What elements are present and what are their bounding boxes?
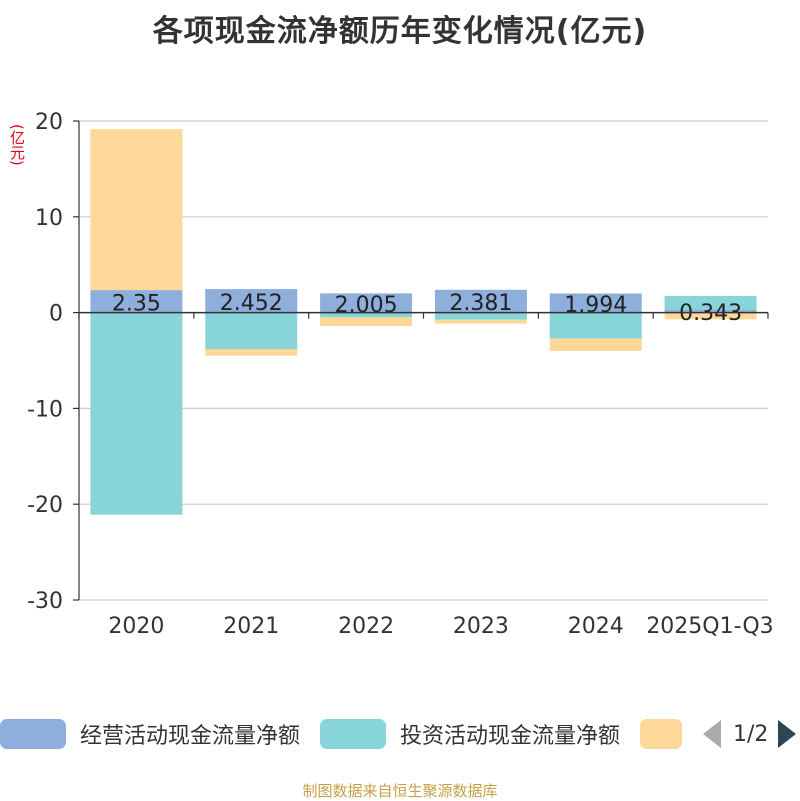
bar-investing-3 (434, 312, 527, 320)
bar-financing-0 (90, 129, 183, 291)
y-tick-label: -10 (27, 397, 63, 422)
legend-prev-icon[interactable] (703, 720, 721, 748)
bar-data-label: 2.452 (220, 291, 283, 316)
bar-financing-4 (549, 338, 642, 351)
bar-operating-3 (434, 289, 527, 313)
bar-financing-2 (320, 317, 413, 327)
bar-financing-1 (205, 349, 298, 356)
legend-swatch-operating (0, 719, 66, 749)
bar-financing-5 (664, 312, 757, 320)
bar-operating-1 (205, 289, 298, 313)
bar-operating-5 (664, 309, 757, 313)
chart-title: 各项现金流净额历年变化情况(亿元) (152, 14, 648, 49)
bar-investing-0 (90, 312, 183, 515)
legend-item-operating[interactable]: 经营活动现金流量净额 (0, 716, 300, 752)
bar-investing-5 (664, 295, 757, 310)
legend-next-icon[interactable] (778, 720, 797, 748)
y-tick-label: -20 (27, 493, 63, 518)
x-category-label: 2020 (108, 614, 164, 639)
x-category-label: 2025Q1-Q3 (646, 614, 773, 639)
y-axis-unit-label: (亿元) (8, 124, 26, 166)
y-tick-label: 10 (35, 206, 63, 231)
data-source-note: 制图数据来自恒生聚源数据库 (302, 782, 498, 800)
legend-swatch-financing (640, 719, 682, 749)
x-category-label: 2022 (338, 614, 394, 639)
bar-operating-2 (320, 293, 413, 313)
legend-swatch-investing (320, 719, 386, 749)
bar-operating-4 (549, 293, 642, 313)
bar-investing-4 (549, 312, 642, 339)
bar-investing-1 (205, 312, 298, 350)
legend: 经营活动现金流量净额 投资活动现金流量净额 (0, 716, 800, 752)
legend-item-investing[interactable]: 投资活动现金流量净额 (320, 716, 620, 752)
legend-item-financing[interactable] (640, 716, 682, 752)
bar-data-label: 0.343 (679, 301, 742, 326)
bar-financing-3 (434, 319, 527, 324)
legend-label-investing: 投资活动现金流量净额 (400, 724, 621, 749)
legend-page-indicator: 1/2 (733, 721, 769, 747)
y-tick-label: 0 (49, 302, 63, 327)
legend-pager: 1/2 (700, 716, 800, 752)
x-category-label: 2024 (568, 614, 624, 639)
y-tick-label: -30 (27, 589, 63, 614)
x-category-label: 2023 (453, 614, 509, 639)
y-tick-label: 20 (35, 110, 63, 135)
legend-label-operating: 经营活动现金流量净额 (80, 724, 301, 749)
x-category-label: 2021 (223, 614, 279, 639)
bar-data-label: 1.994 (564, 293, 627, 318)
bar-data-label: 2.005 (335, 293, 398, 318)
bar-operating-0 (90, 290, 183, 313)
bar-investing-2 (320, 312, 413, 318)
